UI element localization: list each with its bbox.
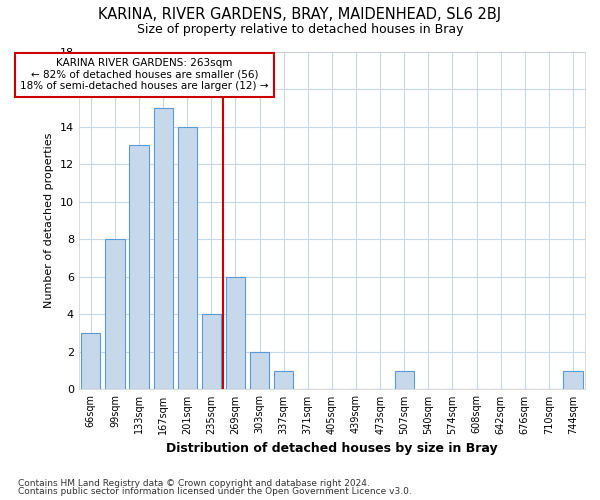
Bar <box>395 370 414 390</box>
Bar <box>154 108 173 390</box>
Y-axis label: Number of detached properties: Number of detached properties <box>44 133 54 308</box>
Text: KARINA RIVER GARDENS: 263sqm
← 82% of detached houses are smaller (56)
18% of se: KARINA RIVER GARDENS: 263sqm ← 82% of de… <box>20 58 269 92</box>
X-axis label: Distribution of detached houses by size in Bray: Distribution of detached houses by size … <box>166 442 498 455</box>
Bar <box>563 370 583 390</box>
Bar <box>81 333 100 390</box>
Text: Contains public sector information licensed under the Open Government Licence v3: Contains public sector information licen… <box>18 487 412 496</box>
Bar <box>106 239 125 390</box>
Text: Size of property relative to detached houses in Bray: Size of property relative to detached ho… <box>137 22 463 36</box>
Bar <box>274 370 293 390</box>
Text: KARINA, RIVER GARDENS, BRAY, MAIDENHEAD, SL6 2BJ: KARINA, RIVER GARDENS, BRAY, MAIDENHEAD,… <box>98 8 502 22</box>
Text: Contains HM Land Registry data © Crown copyright and database right 2024.: Contains HM Land Registry data © Crown c… <box>18 478 370 488</box>
Bar <box>226 277 245 390</box>
Bar <box>178 126 197 390</box>
Bar <box>202 314 221 390</box>
Bar <box>130 146 149 390</box>
Bar <box>250 352 269 390</box>
